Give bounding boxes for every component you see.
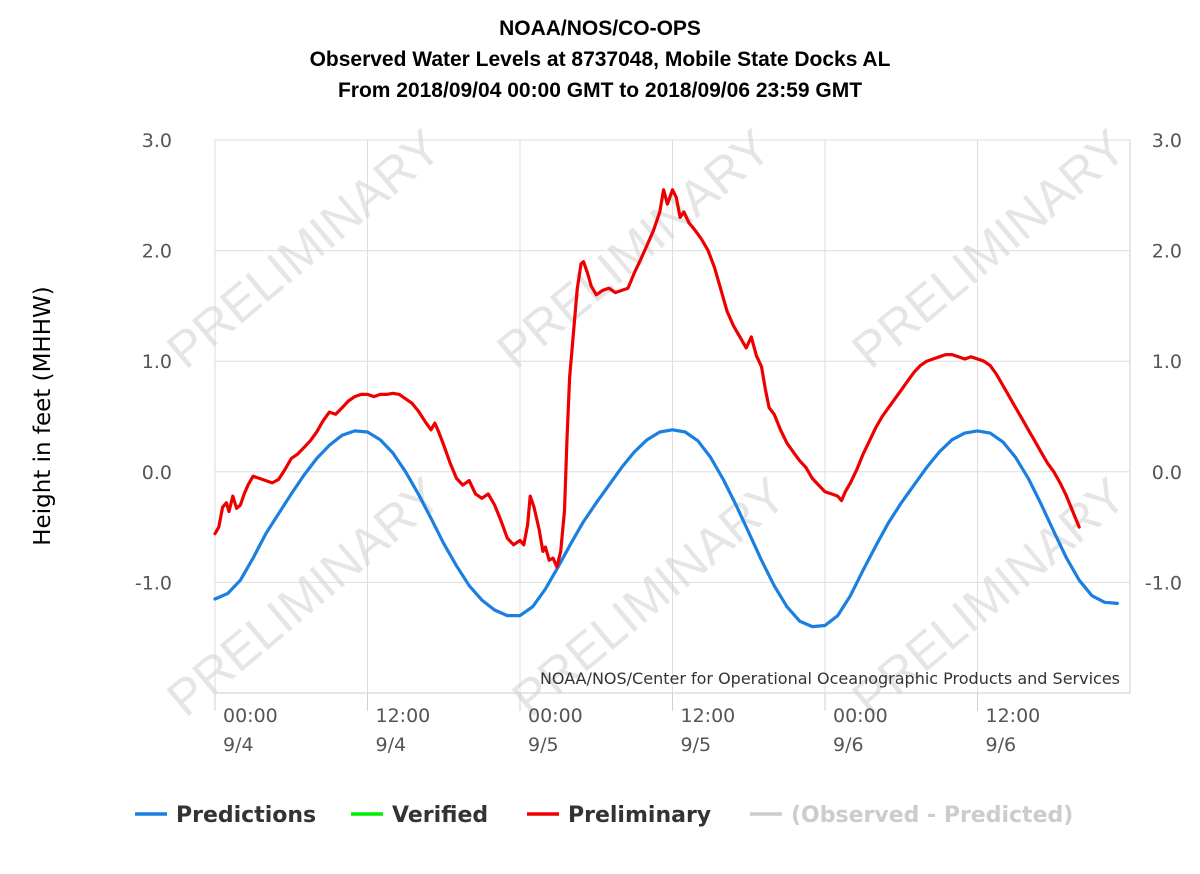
legend-label: Verified <box>392 803 488 828</box>
x-tick-date-label: 9/4 <box>223 734 254 756</box>
grid-lines <box>214 139 1130 693</box>
watermark-text: PRELIMINARY <box>157 119 452 379</box>
chart-credit: NOAA/NOS/Center for Operational Oceanogr… <box>540 669 1120 688</box>
series-line-preliminary <box>213 188 1081 569</box>
y-tick-label-right: 1.0 <box>1152 351 1182 373</box>
legend-item-3[interactable]: (Observed - Predicted) <box>750 803 1073 828</box>
watermark-text: PRELIMINARY <box>157 467 452 727</box>
chart-legend: Predictions Verified Preliminary (Observed … <box>135 803 1073 828</box>
x-tick-date-label: 9/6 <box>986 734 1017 756</box>
x-tick-time-label: 12:00 <box>986 705 1041 727</box>
y-axis-label: Height in feet (MHHW) <box>30 286 56 545</box>
y-axis-right: 3.0 2.0 1.0 0.0 -1.0 <box>1145 130 1182 594</box>
watermark-layer: PRELIMINARY PRELIMINARY PRELIMINARYPRELIMI… <box>157 119 1137 727</box>
legend-label: (Observed - Predicted) <box>791 803 1073 828</box>
y-tick-label-right: 2.0 <box>1152 241 1182 263</box>
y-tick-label-left: 3.0 <box>142 130 172 152</box>
x-tick-date-label: 9/6 <box>833 734 864 756</box>
legend-label: Predictions <box>176 803 316 828</box>
y-tick-label-right: -1.0 <box>1145 572 1182 594</box>
legend-item-1[interactable]: Verified <box>351 803 488 828</box>
y-tick-label-left: 0.0 <box>142 462 172 484</box>
series-layer <box>213 188 1119 629</box>
watermark-text: PRELIMINARY <box>502 467 797 727</box>
legend-item-0[interactable]: Predictions <box>135 803 316 828</box>
series-line-predictions <box>213 428 1119 629</box>
chart-title-line-1: NOAA/NOS/CO-OPS <box>499 17 701 40</box>
chart-title-line-3: From 2018/09/04 00:00 GMT to 2018/09/06 … <box>338 79 862 102</box>
x-tick-date-label: 9/5 <box>681 734 712 756</box>
x-tick-time-label: 12:00 <box>376 705 431 727</box>
y-tick-label-left: 2.0 <box>142 241 172 263</box>
x-tick-time-label: 00:00 <box>833 705 888 727</box>
watermark-text: PRELIMINARY <box>487 119 782 379</box>
y-tick-label-right: 0.0 <box>1152 462 1182 484</box>
chart-title: NOAA/NOS/CO-OPS Observed Water Levels at… <box>310 17 891 102</box>
y-axis-left: 3.0 2.0 1.0 0.0 -1.0 <box>135 130 172 594</box>
x-tick-time-label: 12:00 <box>681 705 736 727</box>
chart-title-line-2: Observed Water Levels at 8737048, Mobile… <box>310 48 891 71</box>
legend-label: Preliminary <box>568 803 711 828</box>
x-axis: 00:00 9/4 12:00 9/4 00:00 9/5 12:00 9/5 00:00 9/6… <box>214 693 1041 756</box>
watermark-text: PRELIMINARY <box>842 119 1137 379</box>
y-tick-label-left: -1.0 <box>135 572 172 594</box>
y-tick-label-left: 1.0 <box>142 351 172 373</box>
x-tick-time-label: 00:00 <box>528 705 583 727</box>
x-tick-date-label: 9/5 <box>528 734 559 756</box>
legend-item-2[interactable]: Preliminary <box>527 803 711 828</box>
x-tick-time-label: 00:00 <box>223 705 278 727</box>
x-tick-date-label: 9/4 <box>376 734 407 756</box>
y-tick-label-right: 3.0 <box>1152 130 1182 152</box>
